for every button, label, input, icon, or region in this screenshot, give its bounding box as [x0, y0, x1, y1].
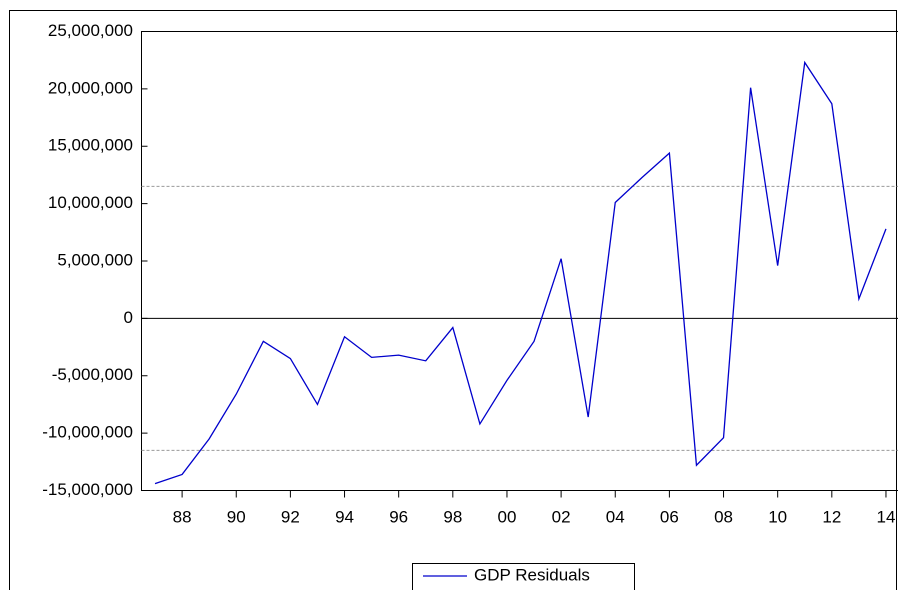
- y-tick-label: 25,000,000: [48, 21, 133, 40]
- plot-area: [141, 31, 898, 491]
- x-tick-label: 10: [768, 507, 787, 526]
- x-tick-label: 94: [335, 507, 354, 526]
- x-tick-label: 98: [443, 507, 462, 526]
- frame: [9, 10, 897, 590]
- x-tick-label: 02: [552, 507, 571, 526]
- x-tick-label: 96: [389, 507, 408, 526]
- x-tick-label: 04: [606, 507, 625, 526]
- legend-box: [412, 563, 635, 590]
- y-tick-label: 15,000,000: [48, 136, 133, 155]
- legend-label: GDP Residuals: [474, 565, 590, 584]
- series-line: [154, 60, 887, 485]
- y-tick-label: -10,000,000: [42, 423, 133, 442]
- x-tick-label: 08: [714, 507, 733, 526]
- x-tick-label: 14: [877, 507, 896, 526]
- x-tick-label: 90: [227, 507, 246, 526]
- x-tick-label: 88: [173, 507, 192, 526]
- y-tick-label: -5,000,000: [52, 365, 133, 384]
- legend: GDP Residuals: [412, 563, 635, 590]
- x-tick-label: 12: [822, 507, 841, 526]
- y-tick-label: 10,000,000: [48, 193, 133, 212]
- y-tick-label: 20,000,000: [48, 78, 133, 97]
- y-tick-label: 5,000,000: [57, 250, 133, 269]
- x-tick-label: 06: [660, 507, 679, 526]
- x-tick-label: 00: [498, 507, 517, 526]
- y-tick-label: -15,000,000: [42, 480, 133, 499]
- y-tick-label: 0: [124, 308, 133, 327]
- x-tick-label: 92: [281, 507, 300, 526]
